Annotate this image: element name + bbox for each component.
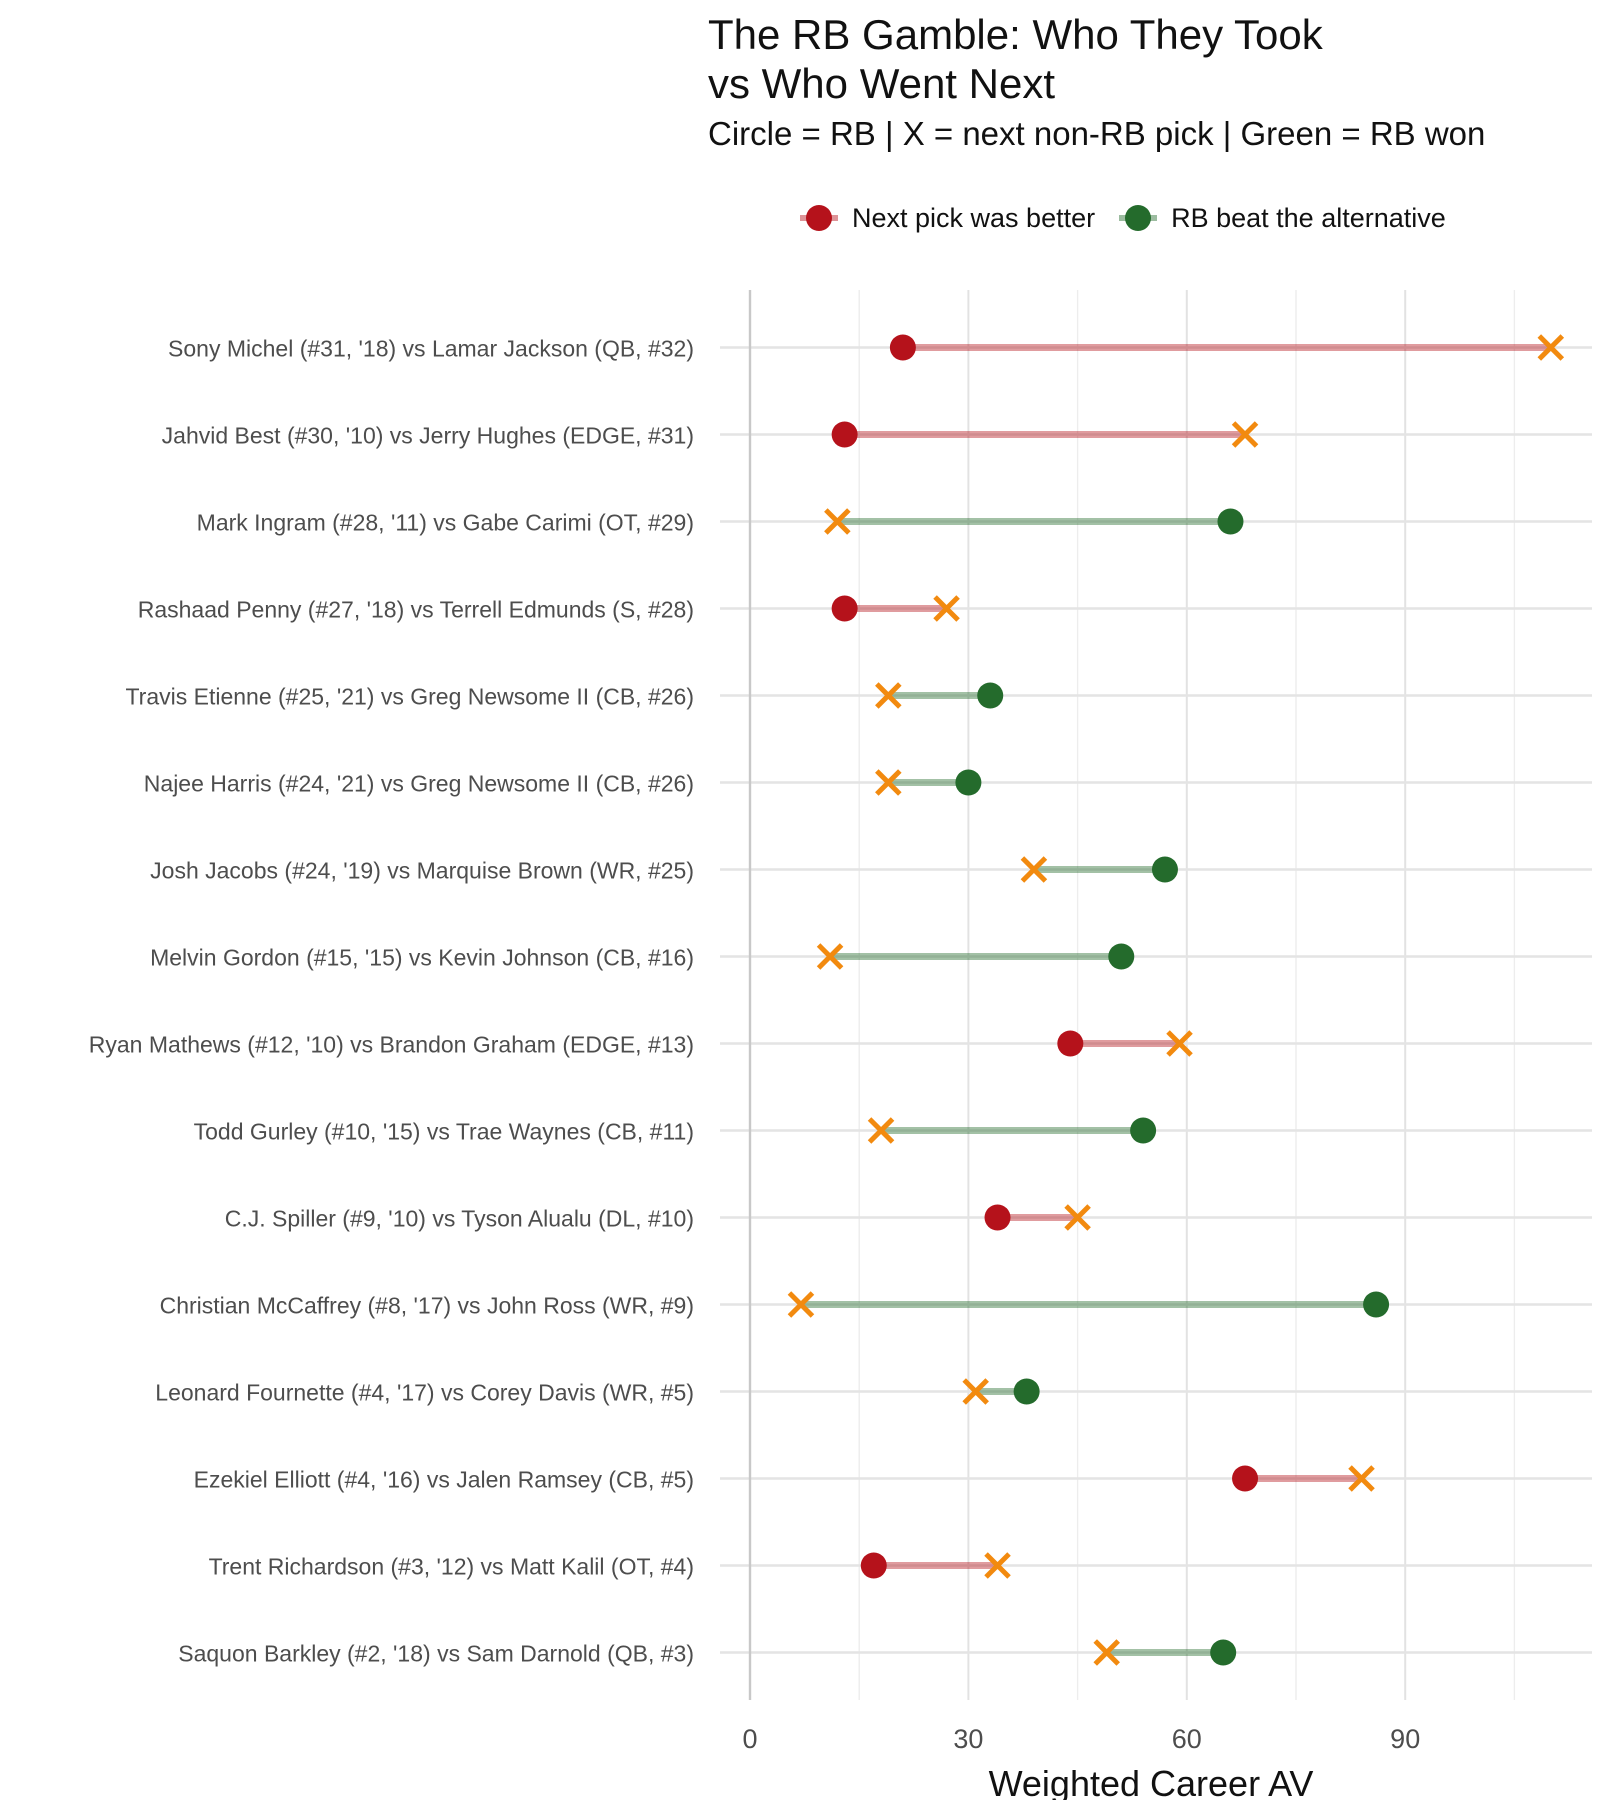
- next-pick-marker: [1020, 856, 1048, 883]
- legend: Next pick was better RB beat the alterna…: [800, 196, 1470, 240]
- row-label: Travis Etienne (#25, '21) vs Greg Newsom…: [125, 684, 694, 710]
- next-pick-marker: [1537, 334, 1565, 361]
- row-label: C.J. Spiller (#9, '10) vs Tyson Alualu (…: [225, 1206, 694, 1232]
- row-label: Christian McCaffrey (#8, '17) vs John Ro…: [160, 1293, 694, 1319]
- next-pick-marker: [1166, 1030, 1193, 1057]
- next-pick-marker: [824, 508, 851, 535]
- rb-point: [1130, 1117, 1157, 1144]
- rb-point: [1108, 943, 1135, 970]
- next-pick-marker: [962, 1378, 989, 1405]
- row-label: Jahvid Best (#30, '10) vs Jerry Hughes (…: [162, 423, 694, 449]
- rb-point: [889, 334, 916, 361]
- legend-label-win: RB beat the alternative: [1171, 202, 1446, 233]
- rb-point: [1217, 508, 1244, 535]
- next-pick-marker: [933, 595, 960, 622]
- x-tick-label: 30: [953, 1724, 983, 1754]
- row-label: Najee Harris (#24, '21) vs Greg Newsome …: [144, 771, 694, 797]
- rb-point: [1013, 1378, 1040, 1405]
- next-pick-marker: [1064, 1204, 1091, 1231]
- row-label: Josh Jacobs (#24, '19) vs Marquise Brown…: [150, 858, 694, 884]
- legend-item-loss: Next pick was better: [800, 203, 1095, 234]
- row-label: Saquon Barkley (#2, '18) vs Sam Darnold …: [178, 1641, 694, 1667]
- x-tick-label: 90: [1390, 1724, 1420, 1754]
- rb-point: [984, 1204, 1011, 1231]
- rb-point: [955, 769, 982, 796]
- row-label: Rashaad Penny (#27, '18) vs Terrell Edmu…: [138, 597, 694, 623]
- row-label: Ryan Mathews (#12, '10) vs Brandon Graha…: [89, 1032, 694, 1058]
- rb-point: [831, 421, 858, 448]
- row-label: Ezekiel Elliott (#4, '16) vs Jalen Ramse…: [194, 1467, 694, 1493]
- next-pick-marker: [787, 1291, 815, 1318]
- rb-point: [831, 595, 858, 622]
- x-tick-label: 60: [1172, 1724, 1202, 1754]
- legend-key-win: [1119, 203, 1158, 233]
- row-label: Leonard Fournette (#4, '17) vs Corey Dav…: [155, 1380, 694, 1406]
- row-label: Melvin Gordon (#15, '15) vs Kevin Johnso…: [150, 945, 694, 971]
- rb-point: [1210, 1639, 1237, 1666]
- next-pick-marker: [867, 1117, 895, 1144]
- chart-title-line-2: vs Who Went Next: [708, 60, 1055, 107]
- rb-point: [1057, 1030, 1084, 1057]
- next-pick-marker: [984, 1552, 1011, 1579]
- row-label: Todd Gurley (#10, '15) vs Trae Waynes (C…: [194, 1119, 694, 1145]
- next-pick-marker: [1093, 1639, 1120, 1666]
- next-pick-marker: [875, 769, 902, 796]
- row-label: Trent Richardson (#3, '12) vs Matt Kalil…: [209, 1554, 694, 1580]
- next-pick-marker: [1231, 421, 1259, 448]
- rb-point: [1363, 1291, 1390, 1318]
- legend-item-win: RB beat the alternative: [1119, 203, 1446, 234]
- x-axis-title: Weighted Career AV: [989, 1763, 1314, 1800]
- chart-title-line-1: The RB Gamble: Who They Took: [708, 11, 1323, 58]
- legend-key-loss: [800, 203, 838, 233]
- legend-label-loss: Next pick was better: [852, 202, 1096, 233]
- rb-point: [977, 682, 1004, 709]
- rb-point: [860, 1552, 887, 1579]
- next-pick-marker: [816, 943, 844, 970]
- chart-subtitle: Circle = RB | X = next non-RB pick | Gre…: [708, 115, 1486, 152]
- chart-title: The RB Gamble: Who They Took vs Who Went…: [708, 10, 1323, 108]
- next-pick-marker: [875, 682, 902, 709]
- x-tick-label: 0: [742, 1724, 757, 1754]
- next-pick-marker: [1348, 1465, 1375, 1492]
- rb-point: [1151, 856, 1178, 883]
- rb-point: [1232, 1465, 1259, 1492]
- row-label: Sony Michel (#31, '18) vs Lamar Jackson …: [168, 336, 694, 362]
- row-label: Mark Ingram (#28, '11) vs Gabe Carimi (O…: [197, 510, 694, 536]
